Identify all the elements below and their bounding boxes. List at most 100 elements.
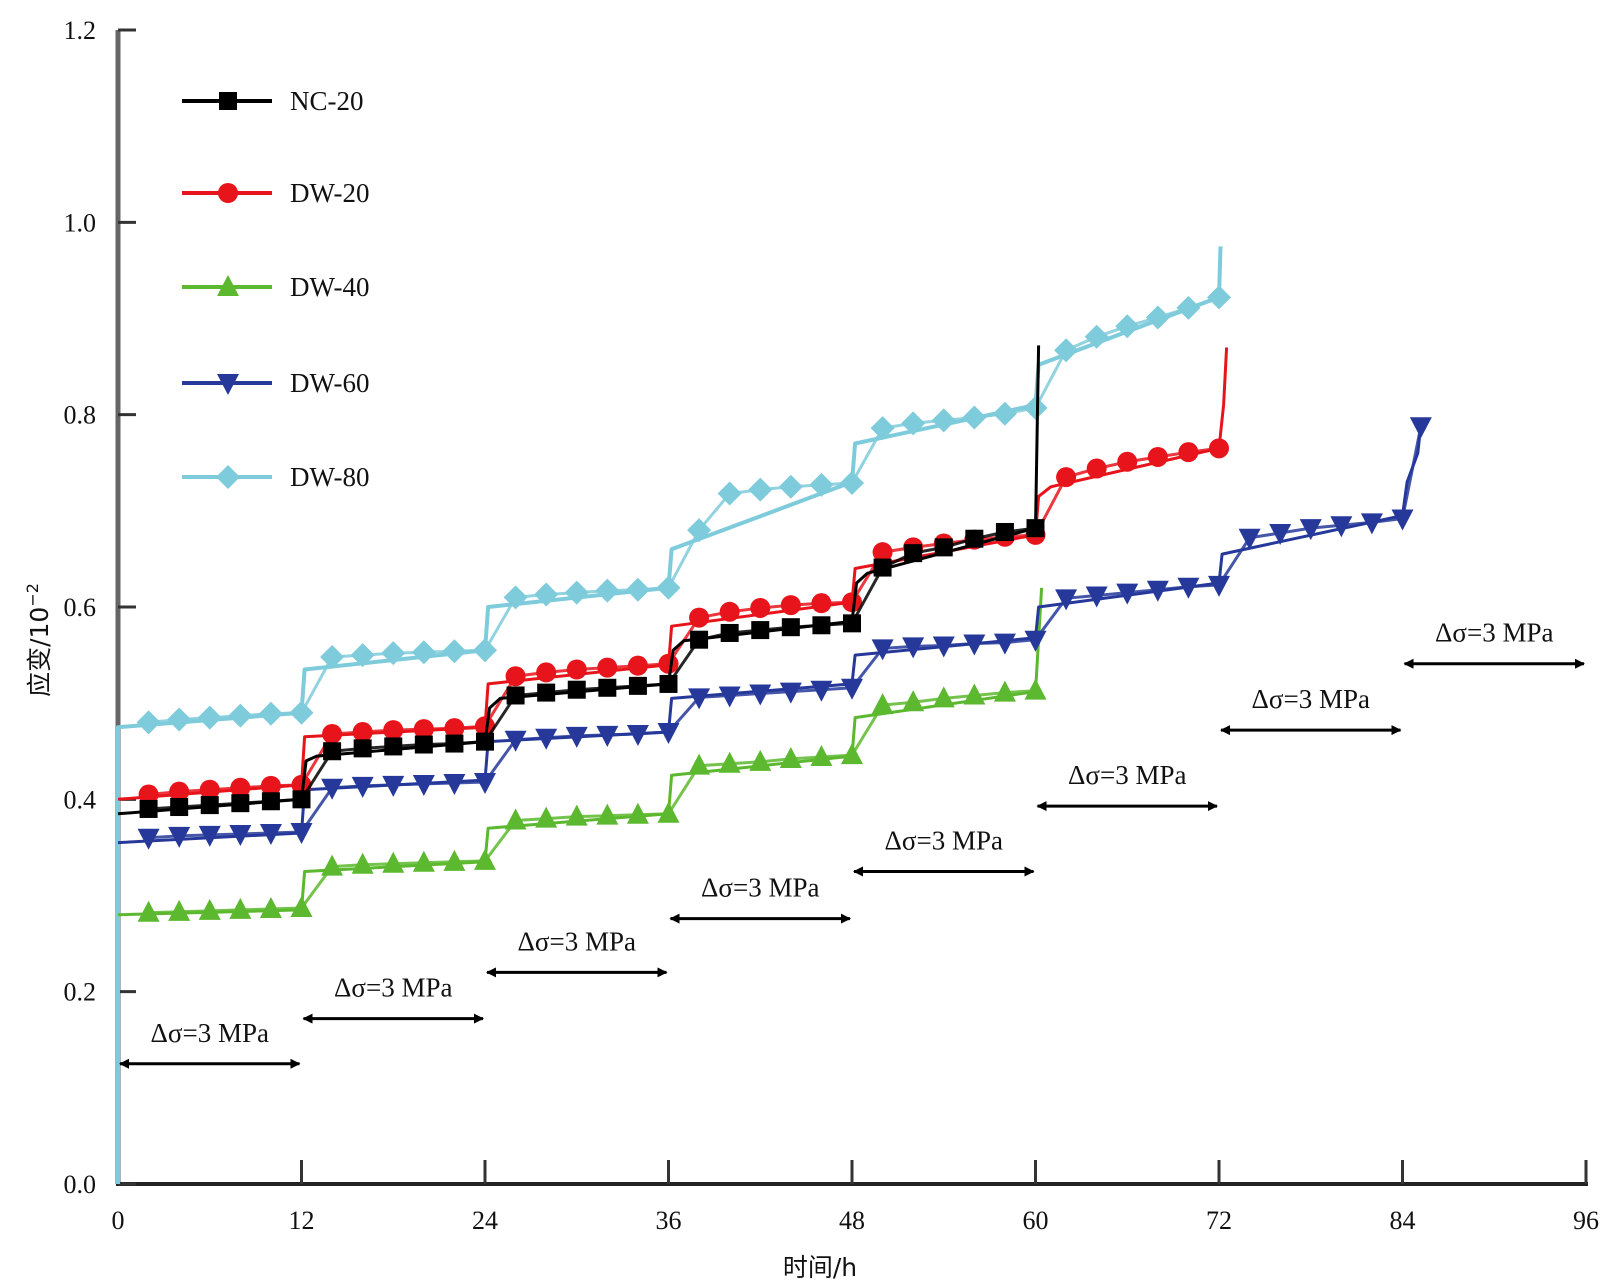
x-tick-label: 84 bbox=[1390, 1206, 1416, 1235]
data-point bbox=[810, 680, 833, 702]
data-point bbox=[231, 794, 250, 813]
data-point bbox=[442, 639, 467, 664]
data-point bbox=[292, 790, 311, 809]
data-point bbox=[932, 686, 955, 708]
data-point bbox=[565, 804, 588, 826]
x-tick-label: 24 bbox=[472, 1206, 498, 1235]
data-point bbox=[597, 657, 618, 678]
data-point bbox=[168, 899, 191, 921]
data-point bbox=[1085, 586, 1108, 608]
data-point bbox=[657, 723, 680, 745]
data-point bbox=[258, 701, 283, 726]
series-line bbox=[117, 587, 1044, 917]
data-point bbox=[1330, 516, 1353, 538]
x-tick-label: 60 bbox=[1023, 1206, 1049, 1235]
data-point bbox=[717, 481, 742, 506]
annotation-label: Δσ=3 MPa bbox=[1252, 684, 1370, 714]
y-axis-title-text: 应变/10 bbox=[25, 607, 54, 697]
data-point bbox=[534, 582, 559, 607]
y-axis-title: 应变/10−2 bbox=[23, 583, 54, 697]
data-point bbox=[1116, 583, 1139, 605]
data-point bbox=[411, 640, 436, 665]
data-point bbox=[596, 803, 619, 825]
annotation-label: Δσ=3 MPa bbox=[885, 825, 1003, 855]
data-point bbox=[197, 705, 222, 730]
data-point bbox=[749, 749, 772, 771]
data-point bbox=[198, 825, 221, 847]
annotation-label: Δσ=3 MPa bbox=[1435, 618, 1553, 648]
series-marker-line bbox=[148, 446, 1220, 796]
data-point bbox=[902, 690, 925, 712]
data-point bbox=[843, 614, 861, 633]
data-point bbox=[260, 775, 281, 796]
data-point bbox=[259, 823, 282, 845]
data-point bbox=[598, 678, 617, 697]
x-tick-label: 96 bbox=[1573, 1206, 1599, 1235]
data-point bbox=[565, 726, 588, 748]
series-dw-80 bbox=[116, 246, 1231, 1184]
data-point bbox=[1024, 630, 1047, 652]
data-point bbox=[137, 828, 160, 850]
data-point bbox=[1176, 295, 1201, 320]
x-tick-label: 0 bbox=[112, 1206, 125, 1235]
data-point bbox=[412, 774, 435, 796]
data-point bbox=[138, 784, 159, 805]
data-point bbox=[841, 743, 863, 765]
data-point bbox=[229, 824, 252, 846]
data-point bbox=[1360, 513, 1383, 535]
data-point bbox=[475, 716, 495, 737]
data-point bbox=[261, 792, 280, 811]
data-point bbox=[1391, 509, 1414, 531]
annotation-label: Δσ=3 MPa bbox=[1068, 760, 1186, 790]
data-point bbox=[198, 898, 221, 920]
y-tick-label: 0.2 bbox=[64, 978, 97, 1007]
data-point bbox=[1117, 451, 1138, 472]
data-point bbox=[1145, 305, 1170, 330]
data-point bbox=[840, 470, 864, 495]
legend-label: DW-20 bbox=[290, 178, 369, 208]
data-point bbox=[476, 732, 494, 751]
data-point bbox=[382, 851, 405, 873]
data-point bbox=[1086, 458, 1107, 479]
x-tick-label: 48 bbox=[839, 1206, 865, 1235]
data-point bbox=[931, 408, 956, 433]
data-point bbox=[659, 674, 678, 693]
data-point bbox=[995, 522, 1014, 541]
data-point bbox=[1023, 395, 1048, 420]
axes: 0.0 0.2 0.4 0.6 0.8 1.0 1.2 0 12 24 36 48 60 72 84 96 bbox=[64, 16, 1600, 1235]
data-point bbox=[564, 580, 589, 605]
data-point bbox=[412, 850, 435, 872]
legend-item-dw-20: DW-20 bbox=[182, 178, 369, 208]
data-point bbox=[780, 595, 801, 616]
data-point bbox=[749, 684, 772, 706]
data-point bbox=[718, 686, 741, 708]
data-point bbox=[535, 806, 558, 828]
legend-item-nc-20: NC-20 bbox=[182, 86, 364, 116]
data-point bbox=[320, 645, 345, 670]
data-point bbox=[779, 682, 802, 704]
series-layer bbox=[116, 246, 1432, 1184]
data-point bbox=[322, 723, 343, 744]
data-point bbox=[170, 798, 189, 817]
data-point bbox=[384, 737, 403, 756]
data-point bbox=[503, 585, 528, 610]
legend-item-dw-40: DW-40 bbox=[182, 272, 369, 302]
data-point bbox=[718, 751, 741, 773]
data-point bbox=[1054, 338, 1079, 363]
data-point bbox=[626, 724, 649, 746]
data-point bbox=[1269, 523, 1292, 545]
data-point bbox=[658, 653, 679, 674]
data-point bbox=[443, 849, 466, 871]
data-point bbox=[383, 720, 404, 741]
data-point bbox=[627, 655, 648, 676]
data-point bbox=[871, 693, 894, 715]
data-point bbox=[567, 680, 586, 699]
series-dw-40 bbox=[117, 587, 1047, 922]
data-point bbox=[321, 778, 344, 800]
legend-label: NC-20 bbox=[290, 86, 364, 116]
data-point bbox=[167, 707, 192, 732]
data-point bbox=[904, 544, 923, 563]
data-point bbox=[992, 401, 1017, 426]
y-tick-label: 0.0 bbox=[64, 1170, 97, 1199]
data-point bbox=[169, 781, 190, 802]
